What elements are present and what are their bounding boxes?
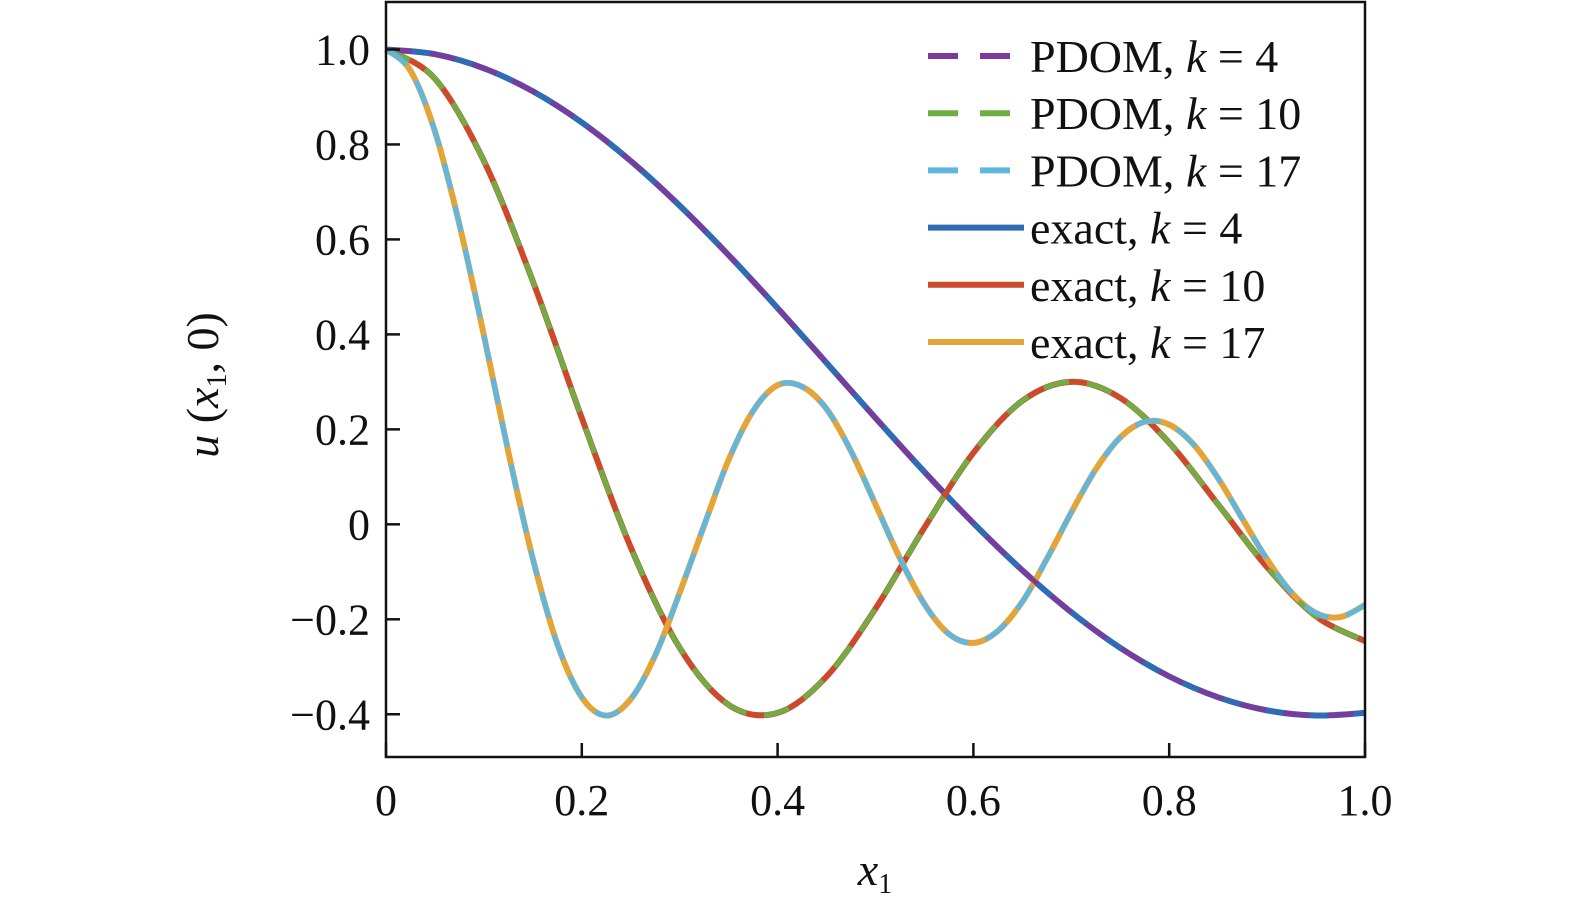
y-tick-label: 0.8 [315,120,370,169]
y-tick-label: 1.0 [315,25,370,74]
series-line-pdom-k-10 [384,47,1367,718]
y-axis-label: u (x1, 0) [177,312,233,458]
legend-item: PDOM, k = 4 [928,31,1278,82]
legend-label: PDOM, k = 4 [1030,31,1278,82]
legend-label: exact, k = 10 [1030,260,1265,311]
legend-item: PDOM, k = 17 [928,145,1301,196]
curves [384,46,1367,719]
legend-item: exact, k = 4 [928,203,1242,254]
y-tick-label: 0.4 [315,310,370,359]
plot-frame [384,0,1367,759]
legend-item: exact, k = 10 [928,260,1265,311]
x-tick-label: 0.2 [554,776,609,825]
legend-label: exact, k = 17 [1030,317,1265,368]
legend-label: PDOM, k = 17 [1030,145,1301,196]
y-tick-label: 0 [348,500,370,549]
y-tick-label: −0.4 [290,690,370,739]
x-tick-label: 0.6 [946,776,1001,825]
x-tick-label: 0 [375,776,397,825]
legend-label: exact, k = 4 [1030,203,1242,254]
x-tick-label: 0.8 [1142,776,1197,825]
x-axis-label: x1 [857,844,892,900]
legend-item: exact, k = 17 [928,317,1265,368]
x-tick-label: 1.0 [1338,776,1393,825]
y-tick-label: −0.2 [290,595,370,644]
x-tick-label: 0.4 [750,776,805,825]
y-tick-label: 0.6 [315,215,370,264]
series-line-pdom-k-17 [384,47,1367,719]
legend-item: PDOM, k = 10 [928,88,1301,139]
series-line-pdom-k-4 [385,46,1366,719]
axis-ticks: 1.00.80.60.40.20−0.2−0.40 0.2 0.4 0.6 0.8 1.0 [290,25,1392,825]
legend-label: PDOM, k = 10 [1030,88,1301,139]
legend: PDOM, k = 4 PDOM, k = 10 PDOM, k = 17 exact… [928,31,1301,368]
y-tick-label: 0.2 [315,405,370,454]
